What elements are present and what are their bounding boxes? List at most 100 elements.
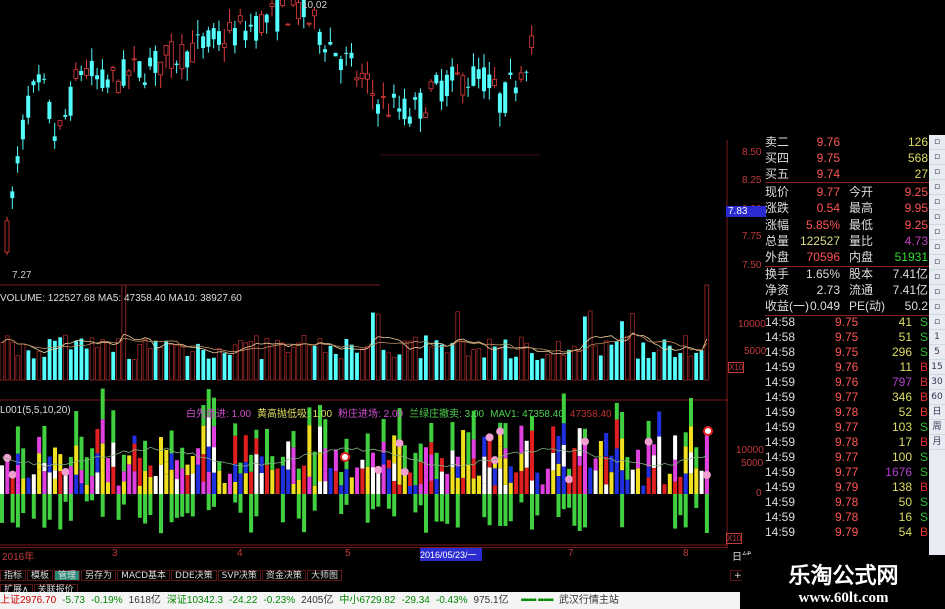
period-button[interactable]: 5 — [929, 345, 945, 360]
indicator-bar — [614, 477, 619, 494]
volume-bar — [428, 346, 434, 381]
indicator-bar — [641, 485, 646, 494]
toolbar-icon-button[interactable]: ▫ — [929, 180, 945, 195]
toolbar-icon-button[interactable]: ▫ — [929, 285, 945, 300]
volume-bar — [439, 344, 444, 380]
indicator-bar — [704, 430, 709, 494]
indicator-bar — [498, 468, 503, 494]
volume-bar — [238, 339, 243, 381]
candle-up — [73, 69, 79, 79]
candle-down — [201, 36, 206, 49]
volume-bar — [492, 346, 497, 380]
indicator-bar — [137, 457, 142, 486]
indicator-bar — [74, 474, 79, 494]
indicator-bar — [646, 441, 651, 467]
tab-7[interactable]: 资金决策 — [261, 570, 306, 581]
toolbar-icon-button[interactable]: ▫ — [929, 195, 945, 210]
indicator-bar — [174, 479, 179, 494]
volume-bar — [540, 358, 545, 380]
toolbar-icon-button[interactable]: ▫ — [929, 135, 945, 150]
indicator-bar — [471, 458, 476, 479]
toolbar-icon-button[interactable]: ▫ — [929, 210, 945, 225]
tab-3[interactable]: 另存为 — [81, 570, 117, 581]
indicator-bar-green — [381, 419, 386, 442]
toolbar-icon-button[interactable]: ▫ — [929, 225, 945, 240]
stat-label: 量比 — [849, 233, 874, 248]
period-button[interactable]: 月 — [929, 435, 945, 450]
index-quote-item: -5.73 — [62, 595, 85, 606]
toolbar-icon-button[interactable]: ▫ — [929, 315, 945, 330]
indicator-legend: 白先盘进: 1.00 黄高抛低吸: 1.00 粉庄进场: 2.00 兰绿庄撤卖: 3.… — [186, 405, 618, 420]
low-price-label: 7.27 — [12, 270, 32, 281]
candle-down — [174, 63, 179, 66]
volume-bar — [636, 358, 640, 380]
tab-0[interactable]: 指标 — [0, 570, 27, 581]
candle-down — [508, 72, 513, 75]
volume-bar — [264, 338, 270, 381]
tick-volume: 1676 — [885, 465, 912, 479]
candle-up — [115, 81, 121, 94]
volume-bar — [196, 343, 200, 380]
toolbar-icon-button[interactable]: ▫ — [929, 300, 945, 315]
candle-down — [328, 41, 333, 45]
indicator-bar — [673, 459, 678, 482]
toolbar-icon-button[interactable]: ▫ — [929, 165, 945, 180]
indicator-bar — [132, 435, 137, 444]
candle-down — [206, 30, 211, 47]
indicator-bar — [418, 462, 423, 485]
tab-4[interactable]: MACD基本 — [117, 570, 171, 581]
indicator-bar-negative — [0, 494, 4, 523]
candle-down — [185, 51, 190, 68]
toolbar-icon-button[interactable]: ▫ — [929, 255, 945, 270]
tab-1[interactable]: 模板 — [27, 570, 54, 581]
site-logo: 乐淘公式网 www.60lt.com — [742, 555, 945, 609]
indicator-bar — [429, 480, 434, 494]
period-button[interactable]: 15 — [929, 360, 945, 375]
period-button[interactable]: 30 — [929, 375, 945, 390]
indicator-bar-green — [561, 393, 566, 424]
period-button[interactable]: 1 — [929, 330, 945, 345]
order-price: 9.76 — [816, 135, 840, 149]
indicator-legend-item: 粉庄进场: 2.00 — [338, 409, 404, 420]
stat-value: 9.25 — [904, 217, 928, 232]
stat-value: 51931 — [894, 250, 928, 265]
period-button[interactable]: 日 — [929, 405, 945, 420]
indicator-bar — [111, 466, 116, 494]
indicator-bar — [408, 472, 413, 486]
indicator-bar-green — [503, 423, 508, 449]
tick-price: 9.78 — [835, 435, 859, 449]
indicator-bar — [286, 441, 291, 470]
candle-up — [168, 41, 174, 69]
volume-bar — [424, 335, 428, 380]
indicator-bar-negative — [683, 494, 688, 528]
indicator-bar — [424, 447, 428, 477]
toolbar-icon-button[interactable]: ▫ — [929, 270, 945, 285]
indicator-bar — [694, 468, 699, 494]
indicator-bar-green — [614, 402, 619, 420]
volume-bar — [36, 350, 42, 381]
tick-time: 14:59 — [765, 375, 796, 389]
tab-5[interactable]: DDE决策 — [171, 570, 217, 581]
toolbar-icon-button[interactable]: ▫ — [929, 150, 945, 165]
indicator-bar — [307, 476, 312, 494]
tick-price: 9.75 — [835, 345, 859, 359]
side-toolbar[interactable]: ▫ ▫ ▫ ▫ ▫ ▫ ▫ ▫ ▫ ▫ ▫ ▫ ▫ 1 5 15 30 60 日周月 — [929, 135, 945, 555]
indicator-bar — [620, 438, 625, 461]
volume-bar — [212, 357, 216, 380]
period-button[interactable]: 60 — [929, 390, 945, 405]
tab-8[interactable]: 大师图 — [306, 570, 342, 581]
tick-row: 14:59 9.76 797 B — [765, 375, 930, 390]
indicator-bar-green — [100, 388, 105, 420]
candle-down — [344, 52, 349, 54]
toolbar-icon-button[interactable]: ▫ — [929, 240, 945, 255]
tab-6[interactable]: SVP决策 — [217, 570, 261, 581]
tab-2[interactable]: 管理 — [54, 570, 81, 581]
order-book-row: 买四 9.75 568 — [765, 151, 930, 166]
fund-value: 1.65% — [805, 267, 840, 281]
indicator-bar — [636, 449, 640, 469]
volume-bar — [460, 341, 466, 381]
period-button[interactable]: 周 — [929, 420, 945, 435]
indicator-bar — [598, 441, 603, 466]
tick-row: 14:59 9.78 50 S — [765, 495, 930, 510]
chart-canvas[interactable] — [0, 0, 765, 547]
